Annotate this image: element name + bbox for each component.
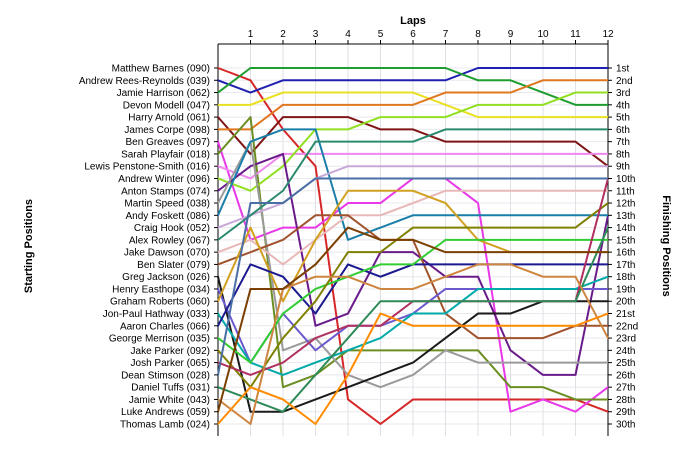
series-line-8 (217, 116, 609, 401)
series-line-6 (217, 79, 609, 131)
starting-position-label: Jamie White (043) (129, 395, 210, 406)
lap-tick-label: 3 (313, 29, 319, 40)
starting-position-label: Craig Hook (052) (134, 223, 210, 234)
series-line-13 (217, 128, 609, 241)
finishing-position-label: 15th (616, 235, 635, 246)
finishing-position-label: 10th (616, 174, 635, 185)
finishing-position-label: 7th (616, 137, 630, 148)
starting-position-label: Henry Easthope (034) (112, 284, 210, 295)
x-axis-title: Laps (400, 15, 426, 27)
series-line-16 (217, 189, 609, 266)
starting-position-label: Matthew Barnes (090) (112, 64, 210, 75)
starting-position-label: Devon Modell (047) (123, 100, 210, 111)
series-line-4 (217, 91, 609, 119)
starting-position-label: Alex Rowley (067) (129, 235, 210, 246)
finishing-position-label: 16th (616, 248, 635, 259)
finishing-position-label: 9th (616, 162, 630, 173)
starting-position-label: Jamie Harrison (062) (117, 88, 210, 99)
starting-position-label: Jake Parker (092) (131, 346, 210, 357)
finishing-position-label: 12th (616, 199, 635, 210)
starting-position-label: James Corpe (098) (124, 125, 210, 136)
starting-position-label: Lewis Penstone-Smith (016) (84, 162, 210, 173)
lap-tick-label: 12 (602, 29, 614, 40)
y-axis-title-right: Finishing Positions (660, 195, 672, 296)
starting-position-label: Jake Dawson (070) (124, 248, 210, 259)
starting-position-label: Harry Arnold (061) (128, 113, 210, 124)
finishing-position-label: 13th (616, 211, 635, 222)
finishing-position-label: 14th (616, 223, 635, 234)
finishing-position-label: 23rd (616, 334, 636, 345)
series-line-2 (217, 67, 609, 94)
starting-position-label: Martin Speed (038) (124, 199, 210, 210)
finishing-position-label: 19th (616, 284, 635, 295)
finishing-position-label: 25th (616, 358, 635, 369)
finishing-position-label: 11th (616, 186, 635, 197)
series-line-26 (217, 177, 609, 376)
series-line-12 (217, 140, 609, 389)
lap-tick-label: 8 (475, 29, 481, 40)
finishing-position-label: 1st (616, 64, 630, 75)
finishing-position-label: 6th (616, 125, 630, 136)
finishing-position-label: 21st (616, 309, 635, 320)
lap-tick-label: 10 (537, 29, 549, 40)
finishing-position-label: 5th (616, 113, 630, 124)
starting-position-label: George Merrison (035) (109, 334, 210, 345)
finishing-position-label: 24th (616, 346, 635, 357)
finishing-position-label: 18th (616, 272, 635, 283)
starting-position-label: Thomas Lamb (024) (120, 420, 210, 431)
starting-position-label: Jon-Paul Hathway (033) (103, 309, 210, 320)
lap-tick-label: 6 (410, 29, 416, 40)
starting-position-label: Andrew Rees-Reynolds (039) (79, 76, 210, 87)
lap-tick-label: 11 (570, 29, 581, 40)
series-line-29 (217, 226, 609, 413)
series-line-3 (217, 67, 609, 106)
series-line-10 (217, 91, 609, 192)
starting-position-label: Anton Stamps (074) (121, 186, 210, 197)
y-axis-title-left: Starting Positions (23, 199, 35, 293)
starting-position-label: Daniel Tuffs (031) (131, 383, 210, 394)
finishing-position-label: 22nd (616, 321, 638, 332)
series-line-11 (217, 152, 609, 376)
series-line-23 (217, 238, 609, 364)
series-line-27 (217, 226, 609, 413)
starting-position-label: Dean Stimson (028) (121, 370, 210, 381)
finishing-position-label: 20th (616, 297, 635, 308)
starting-position-label: Andrew Winter (096) (118, 174, 210, 185)
finishing-position-label: 3rd (616, 88, 630, 99)
finishing-position-label: 4th (616, 100, 630, 111)
starting-position-label: Ben Slater (079) (137, 260, 210, 271)
finishing-position-label: 17th (616, 260, 635, 271)
series-line-30 (217, 312, 609, 425)
lap-tick-label: 9 (508, 29, 514, 40)
lap-tick-label: 7 (443, 29, 449, 40)
finishing-position-label: 26th (616, 370, 635, 381)
starting-position-label: Josh Parker (065) (131, 358, 210, 369)
lap-tick-label: 1 (248, 29, 254, 40)
starting-position-label: Greg Jackson (026) (122, 272, 210, 283)
series-line-5 (217, 116, 609, 168)
finishing-position-label: 29th (616, 407, 635, 418)
starting-position-label: Ben Greaves (097) (126, 137, 211, 148)
starting-position-label: Aaron Charles (066) (120, 321, 210, 332)
series-line-21 (217, 275, 609, 376)
starting-position-label: Andy Foskett (086) (126, 211, 210, 222)
finishing-position-label: 30th (616, 420, 635, 431)
finishing-position-label: 28th (616, 395, 635, 406)
lap-tick-label: 2 (280, 29, 286, 40)
starting-position-label: Sarah Playfair (018) (121, 149, 210, 160)
starting-position-label: Graham Roberts (060) (110, 297, 210, 308)
lap-tick-label: 4 (345, 29, 351, 40)
series-line-24 (217, 202, 609, 389)
series-line-15 (217, 128, 609, 241)
starting-position-label: Luke Andrews (059) (121, 407, 210, 418)
lap-tick-label: 5 (378, 29, 384, 40)
finishing-position-label: 2nd (616, 76, 633, 87)
finishing-position-label: 8th (616, 149, 630, 160)
finishing-position-label: 27th (616, 383, 635, 394)
